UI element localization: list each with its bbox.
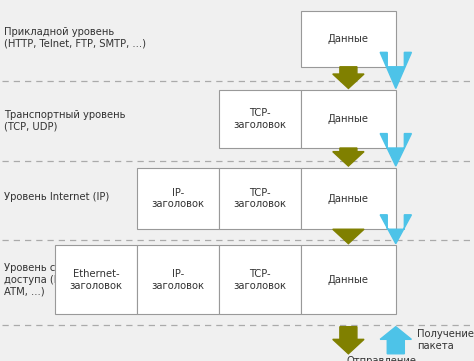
Bar: [137, 245, 219, 314]
Text: Данные: Данные: [328, 34, 369, 44]
Polygon shape: [333, 327, 364, 354]
Text: TCP-
заголовок: TCP- заголовок: [234, 269, 286, 291]
Bar: [219, 245, 301, 314]
Bar: [219, 168, 301, 229]
Text: Данные: Данные: [328, 193, 369, 204]
Text: IP-
заголовок: IP- заголовок: [152, 188, 204, 209]
Text: Транспортный уровень
(TCP, UDP): Транспортный уровень (TCP, UDP): [4, 110, 125, 132]
Text: IP-
заголовок: IP- заголовок: [152, 269, 204, 291]
Bar: [301, 90, 396, 148]
Bar: [301, 168, 396, 229]
Polygon shape: [333, 67, 364, 88]
Bar: [219, 90, 301, 148]
Text: Ethernet-
заголовок: Ethernet- заголовок: [70, 269, 122, 291]
Text: Данные: Данные: [328, 114, 369, 124]
Text: Отправление
пакета: Отправление пакета: [346, 356, 416, 361]
Polygon shape: [380, 327, 411, 354]
Text: Прикладной уровень
(HTTP, Telnet, FTP, SMTP, ...): Прикладной уровень (HTTP, Telnet, FTP, S…: [4, 27, 146, 49]
Bar: [301, 245, 396, 314]
Text: Уровень сетевого
доступа (Ethernet, FDDI,
ATM, ...): Уровень сетевого доступа (Ethernet, FDDI…: [4, 263, 130, 296]
Text: TCP-
заголовок: TCP- заголовок: [234, 108, 286, 130]
Bar: [301, 11, 396, 67]
Bar: [137, 168, 219, 229]
Bar: [55, 245, 137, 314]
Text: TCP-
заголовок: TCP- заголовок: [234, 188, 286, 209]
Text: Данные: Данные: [328, 275, 369, 285]
Text: Уровень Internet (IP): Уровень Internet (IP): [4, 192, 109, 202]
Polygon shape: [380, 52, 411, 88]
Polygon shape: [333, 148, 364, 166]
Polygon shape: [380, 134, 411, 166]
Polygon shape: [333, 229, 364, 244]
Polygon shape: [380, 215, 411, 244]
Text: Получение
пакета: Получение пакета: [417, 330, 474, 351]
